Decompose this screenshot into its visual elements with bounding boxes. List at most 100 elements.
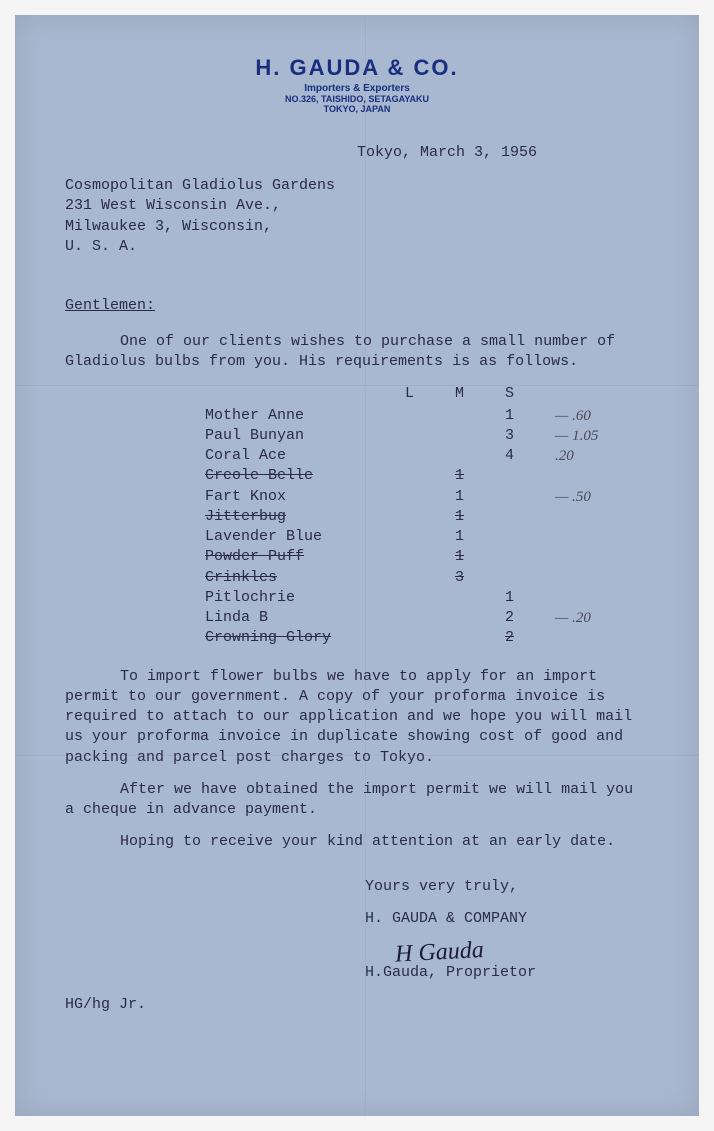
table-header: L M S <box>65 385 649 402</box>
qty-l <box>405 446 455 466</box>
item-name: Mother Anne <box>205 406 405 426</box>
table-row: Pitlochrie 1 <box>65 588 649 608</box>
pencil-annotation: — .50 <box>555 487 635 507</box>
pencil-annotation <box>555 588 635 608</box>
qty-m: 1 <box>455 527 505 547</box>
qty-s: 3 <box>505 426 555 446</box>
qty-l <box>405 466 455 486</box>
table-row: Crinkles 3 <box>65 568 649 588</box>
signature-block: Yours very truly, H. GAUDA & COMPANY H G… <box>365 878 649 981</box>
col-header-m: M <box>455 385 505 402</box>
item-name: Jitterbug <box>205 507 405 527</box>
signature-handwritten: H Gauda <box>394 928 649 968</box>
company-address: NO.326, TAISHIDO, SETAGAYAKU <box>65 94 649 104</box>
pencil-annotation <box>555 527 635 547</box>
recipient-line: U. S. A. <box>65 237 649 257</box>
pencil-annotation <box>555 507 635 527</box>
typist-initials: HG/hg Jr. <box>65 996 649 1013</box>
qty-s <box>505 568 555 588</box>
qty-m <box>455 426 505 446</box>
item-name: Lavender Blue <box>205 527 405 547</box>
letter-paper: H. GAUDA & CO. Importers & Exporters NO.… <box>15 15 699 1116</box>
recipient-line: Cosmopolitan Gladiolus Gardens <box>65 176 649 196</box>
pencil-annotation <box>555 568 635 588</box>
paragraph: One of our clients wishes to purchase a … <box>65 332 649 373</box>
paragraph: Hoping to receive your kind attention at… <box>65 832 649 852</box>
table-row: Fart Knox 1 — .50 <box>65 487 649 507</box>
company-subtitle: Importers & Exporters <box>65 83 649 94</box>
item-name: Fart Knox <box>205 487 405 507</box>
qty-l <box>405 568 455 588</box>
qty-s <box>505 487 555 507</box>
order-table: L M S Mother Anne1— .60Paul Bunyan3— 1.0… <box>65 385 649 649</box>
qty-m <box>455 446 505 466</box>
qty-s: 4 <box>505 446 555 466</box>
item-name: Coral Ace <box>205 446 405 466</box>
recipient-address: Cosmopolitan Gladiolus Gardens 231 West … <box>65 176 649 257</box>
recipient-line: 231 West Wisconsin Ave., <box>65 196 649 216</box>
pencil-annotation <box>555 466 635 486</box>
pencil-annotation: — 1.05 <box>555 426 635 446</box>
item-name: Paul Bunyan <box>205 426 405 446</box>
table-body: Mother Anne1— .60Paul Bunyan3— 1.05Coral… <box>65 406 649 649</box>
item-name: Crowning Glory <box>205 628 405 648</box>
qty-m: 1 <box>455 547 505 567</box>
qty-l <box>405 507 455 527</box>
qty-m: 1 <box>455 466 505 486</box>
qty-s: 2 <box>505 608 555 628</box>
qty-m: 1 <box>455 487 505 507</box>
company-address: TOKYO, JAPAN <box>65 104 649 114</box>
item-name: Crinkles <box>205 568 405 588</box>
recipient-line: Milwaukee 3, Wisconsin, <box>65 217 649 237</box>
qty-l <box>405 608 455 628</box>
pencil-annotation <box>555 628 635 648</box>
pencil-annotation: — .20 <box>555 608 635 628</box>
table-row: Linda B 2— .20 <box>65 608 649 628</box>
item-name: Powder Puff <box>205 547 405 567</box>
signature-company: H. GAUDA & COMPANY <box>365 910 649 927</box>
qty-s: 1 <box>505 588 555 608</box>
qty-s <box>505 527 555 547</box>
table-row: Mother Anne 1— .60 <box>65 406 649 426</box>
pencil-annotation: .20 <box>555 446 635 466</box>
qty-s: 2 <box>505 628 555 648</box>
table-row: Crowning Glory 2 <box>65 628 649 648</box>
qty-l <box>405 426 455 446</box>
col-header-l: L <box>405 385 455 402</box>
table-row: Creole Belle 1 <box>65 466 649 486</box>
qty-m <box>455 406 505 426</box>
qty-l <box>405 628 455 648</box>
qty-s <box>505 547 555 567</box>
qty-l <box>405 547 455 567</box>
table-row: Powder Puff 1 <box>65 547 649 567</box>
qty-m <box>455 608 505 628</box>
qty-s: 1 <box>505 406 555 426</box>
item-name: Linda B <box>205 608 405 628</box>
paragraph: To import flower bulbs we have to apply … <box>65 667 649 768</box>
item-name: Creole Belle <box>205 466 405 486</box>
table-row: Coral Ace 4 .20 <box>65 446 649 466</box>
fold-line <box>15 385 699 387</box>
qty-m <box>455 628 505 648</box>
item-name: Pitlochrie <box>205 588 405 608</box>
pencil-annotation: — .60 <box>555 406 635 426</box>
date-line: Tokyo, March 3, 1956 <box>245 144 649 161</box>
pencil-annotation <box>555 547 635 567</box>
qty-m: 1 <box>455 507 505 527</box>
qty-l <box>405 487 455 507</box>
valediction: Yours very truly, <box>365 878 649 895</box>
table-row: Lavender Blue 1 <box>65 527 649 547</box>
fold-line <box>15 755 699 757</box>
col-spacer <box>205 385 405 402</box>
qty-m <box>455 588 505 608</box>
qty-l <box>405 406 455 426</box>
company-name: H. GAUDA & CO. <box>65 55 649 81</box>
qty-l <box>405 588 455 608</box>
qty-s <box>505 507 555 527</box>
qty-l <box>405 527 455 547</box>
qty-m: 3 <box>455 568 505 588</box>
col-header-s: S <box>505 385 555 402</box>
qty-s <box>505 466 555 486</box>
table-row: Paul Bunyan 3— 1.05 <box>65 426 649 446</box>
table-row: Jitterbug 1 <box>65 507 649 527</box>
